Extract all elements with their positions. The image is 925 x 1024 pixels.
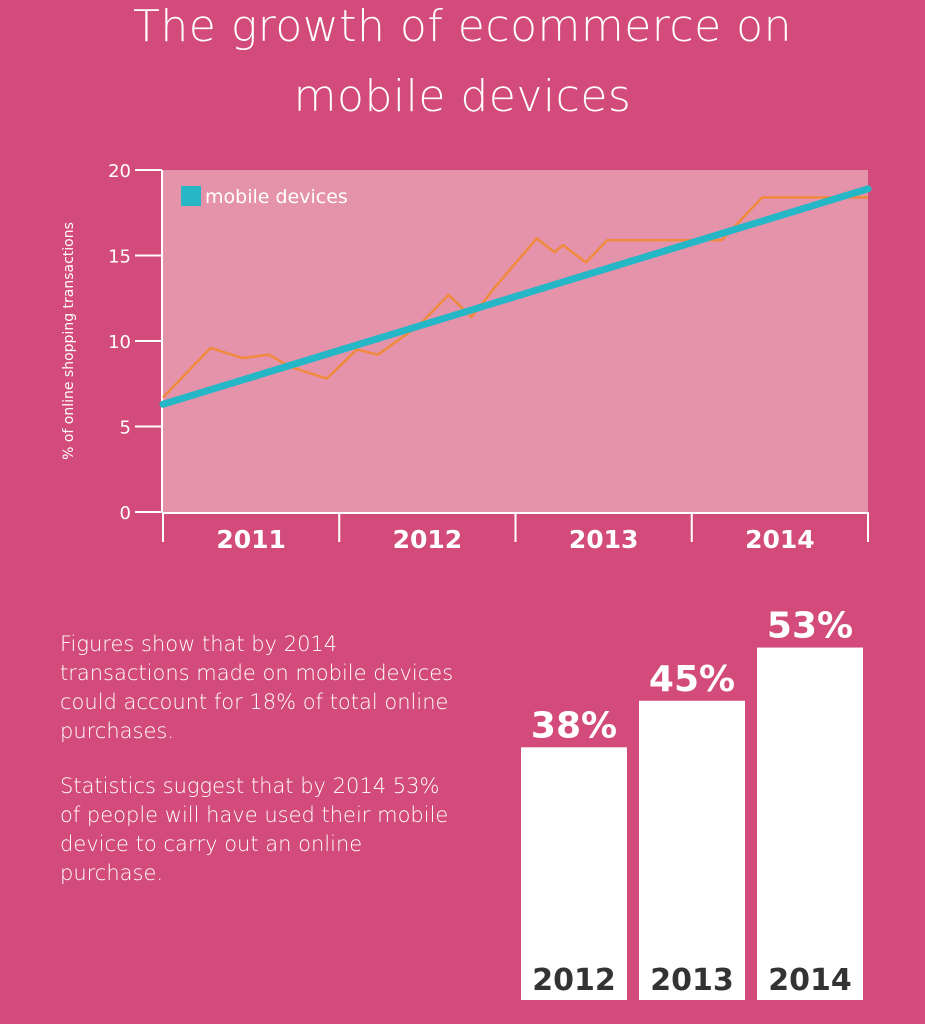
bar-2013 [639, 700, 745, 1000]
text-block: Figures show that by 2014 transactions m… [60, 630, 460, 914]
series-line-mobile-devices [159, 185, 872, 408]
bar-value-label-2014: 53% [767, 606, 853, 647]
x-tick-label-2014: 2014 [745, 525, 815, 554]
y-tick-label: 15 [108, 247, 131, 268]
title-line-2: mobile devices [293, 71, 632, 122]
y-tick-label: 20 [108, 161, 131, 182]
y-tick-label: 0 [120, 503, 131, 524]
title-line-1: The growth of ecommerce on [133, 1, 792, 52]
bar-value-label-2013: 45% [649, 659, 735, 700]
paragraph-2: Statistics suggest that by 2014 53% of p… [60, 774, 449, 885]
y-axis-label: % of online shopping transactions [61, 222, 77, 460]
x-tick-label-2013: 2013 [569, 525, 639, 554]
bar-2012 [521, 747, 627, 1000]
legend-label: mobile devices [205, 186, 348, 208]
bar-2014 [757, 647, 863, 1000]
legend-swatch [181, 186, 201, 206]
bar-category-label-2013: 2013 [650, 963, 734, 998]
line-chart: 0 5 10 15 20 % of online shopping transaction… [61, 161, 872, 554]
paragraph-1: Figures show that by 2014 transactions m… [60, 632, 454, 743]
y-tick-label: 5 [120, 418, 131, 439]
bar-value-label-2012: 38% [531, 705, 617, 746]
bar-category-label-2014: 2014 [768, 963, 852, 998]
x-tick-label-2011: 2011 [216, 525, 286, 554]
page-title: The growth of ecommerce on mobile device… [0, 0, 925, 132]
bar-chart: 38% 2012 45% 2013 53% 2014 [521, 606, 863, 1000]
bar-category-label-2012: 2012 [532, 963, 616, 998]
y-tick-label: 10 [108, 332, 131, 353]
x-tick-label-2012: 2012 [393, 525, 463, 554]
